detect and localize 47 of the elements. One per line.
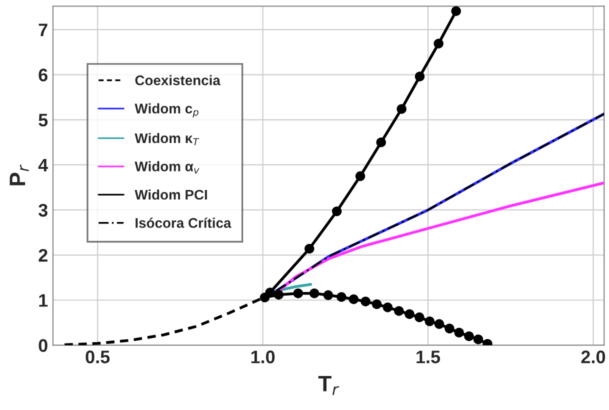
x-tick-label: 1.0 — [251, 350, 275, 364]
point — [434, 319, 444, 329]
point — [454, 328, 464, 338]
point — [394, 306, 404, 316]
y-tick-label: 7 — [38, 24, 48, 36]
y-tick-label: 3 — [38, 204, 48, 217]
point — [451, 6, 461, 16]
point — [304, 244, 314, 254]
x-axis-title: T$_{r}$ — [318, 376, 340, 395]
point — [424, 316, 435, 326]
point — [348, 294, 359, 304]
legend-label: Widom κ$_{T}$ — [134, 132, 200, 146]
point — [382, 302, 393, 312]
point — [332, 206, 342, 216]
legend-label: Widom c$_{p}$ — [134, 103, 198, 118]
point — [376, 137, 386, 148]
point — [355, 171, 366, 181]
y-tick-label: 1 — [39, 294, 48, 307]
y-axis-title: P$_{r}$ — [10, 164, 29, 186]
point — [360, 296, 370, 306]
x-tick-label: 1.5 — [416, 350, 440, 364]
point — [323, 290, 334, 300]
y-tick-label: 5 — [38, 114, 48, 126]
point — [260, 292, 270, 302]
point — [274, 290, 284, 300]
point — [404, 309, 414, 319]
point — [414, 312, 424, 322]
legend-label: Widom α$_{v}$ — [134, 161, 200, 174]
point — [396, 104, 406, 114]
point — [444, 324, 454, 334]
y-tick-label: 4 — [38, 158, 48, 172]
x-tick-label: 2.0 — [581, 350, 606, 364]
x-tick-label: 0.5 — [86, 350, 110, 364]
point — [473, 334, 484, 344]
y-tick-label: 2 — [38, 248, 48, 262]
legend-label: Isócora Crítica — [136, 218, 232, 228]
point — [372, 299, 382, 310]
point — [414, 72, 425, 82]
point — [434, 38, 444, 48]
point — [464, 331, 474, 342]
legend-label: Coexistencia — [135, 75, 220, 86]
point — [336, 292, 346, 302]
point — [309, 288, 320, 298]
legend-label: Widom PCI — [134, 189, 207, 200]
y-tick-label: 6 — [38, 68, 48, 82]
point — [293, 288, 304, 298]
y-tick-label: 0 — [38, 339, 48, 352]
